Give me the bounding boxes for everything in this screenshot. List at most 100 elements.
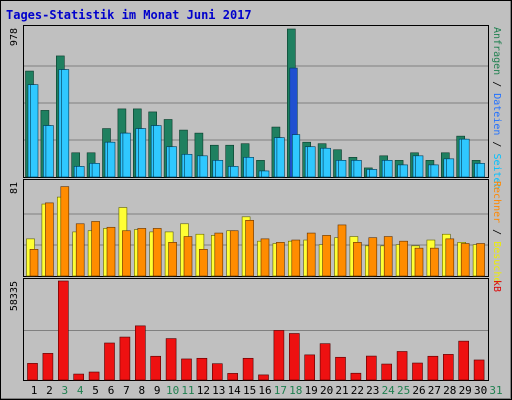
x-label-23: 23 (366, 384, 379, 397)
bar-rechner-18 (291, 239, 301, 277)
x-label-5: 5 (92, 384, 99, 397)
x-label-29: 29 (459, 384, 472, 397)
bar-seiten-8 (138, 128, 147, 178)
x-label-4: 4 (77, 384, 84, 397)
bar-kb-6 (104, 342, 115, 381)
x-label-24: 24 (382, 384, 396, 397)
bar-kb-22 (350, 372, 362, 381)
panel-bottom (23, 278, 489, 381)
x-label-9: 9 (154, 384, 161, 397)
bar-seiten-9 (153, 125, 162, 178)
legend-top-0: Anfragen (491, 27, 502, 75)
bar-seiten-1 (30, 84, 39, 178)
bar-kb-2 (42, 353, 54, 381)
bar-rechner-16 (260, 238, 270, 277)
bar-seiten-18 (291, 134, 301, 178)
bar-kb-8 (135, 325, 146, 381)
bar-kb-1 (27, 363, 38, 381)
x-label-16: 16 (258, 384, 271, 397)
bar-seiten-2 (45, 125, 54, 178)
x-label-6: 6 (108, 384, 115, 397)
legend-middle-0: Rechner (491, 181, 502, 223)
bar-rechner-25 (399, 240, 408, 277)
legend-bottom-0: kB (491, 280, 502, 292)
bar-kb-17 (273, 330, 285, 381)
legend-top-2: Dateien (491, 93, 502, 135)
bar-kb-11 (181, 358, 192, 381)
bar-seiten-23 (368, 169, 378, 178)
bar-seiten-22 (353, 160, 362, 178)
right-legend-top: Anfragen / Dateien / Seiten (491, 27, 502, 190)
bar-rechner-11 (183, 236, 193, 277)
bar-seiten-30 (476, 163, 485, 178)
x-label-22: 22 (351, 384, 364, 397)
bar-rechner-17 (276, 242, 285, 277)
bar-kb-20 (319, 343, 331, 381)
legend-top-4: Seiten (491, 153, 502, 189)
bar-kb-21 (335, 356, 346, 381)
bar-kb-25 (396, 351, 408, 381)
bar-kb-23 (365, 355, 377, 381)
bar-rechner-9 (152, 228, 162, 277)
bar-rechner-14 (229, 230, 239, 277)
x-label-25: 25 (397, 384, 410, 397)
x-label-11: 11 (181, 384, 194, 397)
bar-seiten-26 (415, 155, 424, 178)
bar-rechner-7 (122, 230, 131, 277)
bar-rechner-20 (322, 235, 331, 277)
bar-kb-7 (119, 336, 131, 381)
x-label-10: 10 (166, 384, 179, 397)
bar-seiten-24 (384, 160, 393, 178)
bar-seiten-11 (184, 154, 193, 178)
bar-kb-24 (381, 363, 393, 381)
bar-rechner-3 (60, 186, 70, 277)
bar-kb-30 (473, 359, 485, 381)
bar-kb-13 (212, 363, 223, 381)
legend-top-1: / (491, 75, 502, 93)
bar-rechner-23 (368, 237, 378, 277)
panel-middle (23, 179, 489, 277)
bar-rechner-28 (445, 238, 455, 277)
bar-kb-15 (242, 357, 254, 381)
bar-rechner-26 (414, 247, 424, 277)
bar-rechner-5 (91, 221, 100, 277)
bar-seiten-29 (461, 138, 470, 178)
x-label-12: 12 (197, 384, 210, 397)
x-label-30: 30 (474, 384, 487, 397)
bar-kb-16 (258, 374, 269, 381)
bar-seiten-6 (107, 141, 116, 178)
legend-top-3: / (491, 135, 502, 153)
chart-title: Tages-Statistik im Monat Juni 2017 (6, 8, 252, 22)
x-label-31: 31 (489, 384, 502, 397)
bar-kb-5 (88, 371, 100, 381)
panel-top (23, 25, 489, 178)
bar-rechner-15 (245, 219, 254, 277)
ymax-label-middle: 81 (9, 182, 20, 194)
bar-rechner-13 (214, 232, 224, 277)
bar-kb-19 (304, 354, 316, 381)
right-legend-middle: Rechner / Besuche (491, 181, 502, 283)
bar-rechner-10 (168, 242, 177, 277)
x-label-17: 17 (274, 384, 287, 397)
bar-seiten-3 (60, 69, 70, 178)
bar-kb-3 (57, 280, 69, 381)
bar-seiten-12 (199, 155, 208, 178)
bar-seiten-10 (168, 146, 177, 178)
bar-kb-29 (458, 340, 470, 381)
bar-seiten-20 (322, 147, 331, 178)
x-label-1: 1 (31, 384, 38, 397)
x-label-28: 28 (443, 384, 456, 397)
bar-seiten-7 (122, 132, 131, 178)
x-label-13: 13 (212, 384, 225, 397)
bar-seiten-21 (338, 160, 347, 178)
legend-middle-2: Besuche (491, 241, 502, 283)
bar-kb-26 (412, 362, 423, 381)
bar-rechner-1 (29, 249, 39, 277)
x-label-14: 14 (228, 384, 242, 397)
bar-rechner-29 (460, 243, 470, 277)
bar-seiten-19 (307, 146, 316, 178)
x-label-26: 26 (412, 384, 425, 397)
ymax-label-bottom: 58335 (9, 281, 20, 311)
x-label-8: 8 (138, 384, 145, 397)
